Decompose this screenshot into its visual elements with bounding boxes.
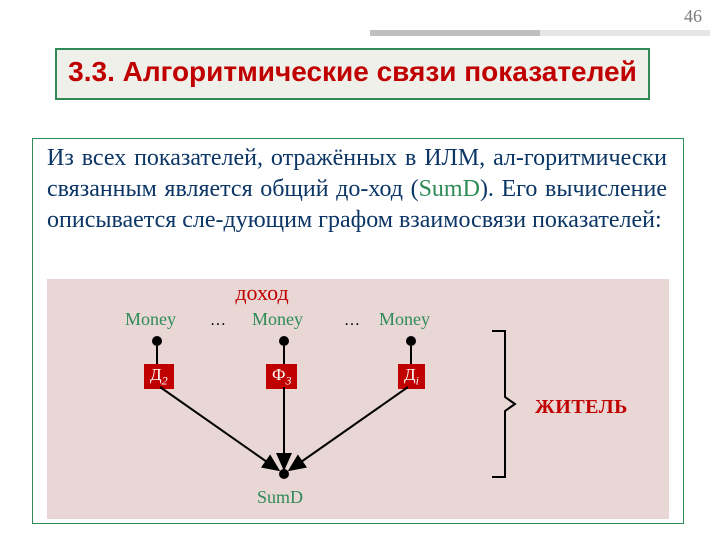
accent-bar-light [540, 30, 710, 36]
diagram-area: доход Money … Money … Money Д2 Ф3 Дi Sum… [47, 279, 669, 519]
body-text: Из всех показателей, отражённых в ИЛМ, а… [47, 143, 667, 237]
diagram-svg [47, 279, 669, 519]
title-text: 3.3. Алгоритмические связи показателей [67, 56, 638, 88]
slide: 46 3.3. Алгоритмические связи показателе… [0, 0, 720, 540]
title-block: 3.3. Алгоритмические связи показателей [55, 48, 650, 100]
page-number: 46 [684, 6, 702, 27]
body-sumd: SumD [419, 176, 480, 202]
accent-bar-dark [370, 30, 540, 36]
content-block: Из всех показателей, отражённых в ИЛМ, а… [32, 138, 684, 524]
